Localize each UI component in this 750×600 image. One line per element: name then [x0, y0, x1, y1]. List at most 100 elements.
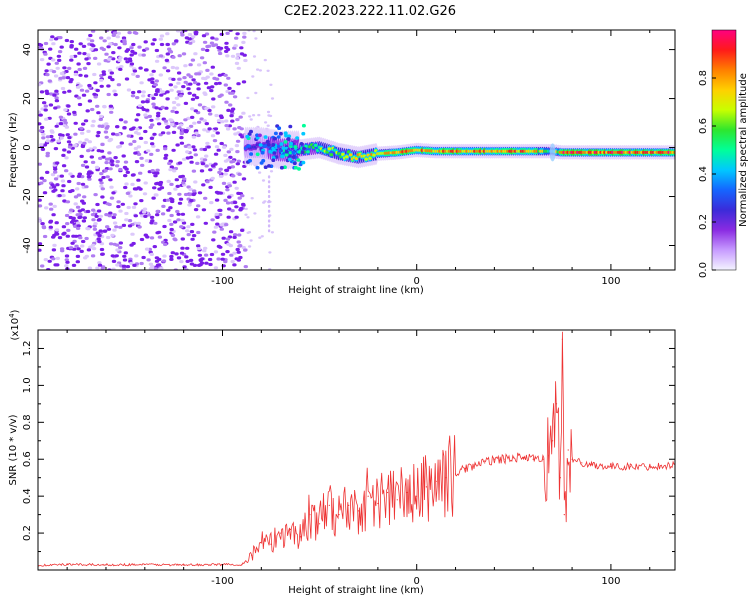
signal-blob — [291, 155, 296, 159]
signal-blob — [258, 143, 263, 147]
noise-speckle — [232, 127, 237, 131]
noise-speckle — [41, 136, 46, 140]
noise-speckle — [266, 124, 270, 127]
noise-speckle — [168, 50, 174, 54]
signal-blob — [279, 142, 284, 146]
noise-speckle — [42, 191, 48, 195]
snr-data-point — [561, 338, 564, 340]
snr-data-point — [367, 495, 369, 497]
noise-speckle — [174, 96, 180, 100]
noise-speckle — [76, 247, 81, 251]
noise-speckle — [225, 188, 230, 192]
noise-speckle — [120, 202, 126, 206]
noise-speckle — [230, 54, 236, 58]
noise-speckle — [224, 41, 229, 45]
noise-speckle — [105, 175, 110, 179]
noise-speckle — [216, 257, 221, 261]
noise-speckle — [93, 193, 98, 197]
noise-speckle — [69, 208, 74, 212]
snr-data-point — [571, 458, 573, 460]
noise-speckle — [191, 169, 197, 173]
noise-speckle — [66, 112, 72, 116]
signal-core — [288, 151, 293, 155]
noise-speckle — [99, 114, 104, 118]
noise-speckle — [138, 187, 143, 191]
noise-speckle — [43, 104, 48, 108]
noise-speckle — [168, 206, 173, 210]
noise-speckle — [231, 174, 236, 178]
noise-speckle — [89, 43, 95, 47]
noise-speckle — [188, 155, 194, 159]
noise-speckle — [104, 157, 110, 161]
noise-speckle — [77, 102, 83, 107]
noise-speckle — [228, 91, 233, 95]
noise-speckle — [149, 152, 154, 156]
noise-speckle — [141, 53, 146, 57]
noise-speckle — [80, 244, 85, 248]
noise-speckle — [169, 257, 174, 261]
noise-speckle — [86, 62, 91, 66]
noise-speckle — [68, 80, 73, 84]
noise-speckle — [67, 89, 72, 93]
noise-speckle — [54, 96, 59, 100]
noise-speckle — [260, 235, 264, 238]
noise-speckle — [207, 127, 212, 131]
noise-speckle — [45, 135, 51, 139]
noise-speckle — [203, 253, 209, 257]
noise-speckle — [74, 244, 79, 248]
noise-speckle — [60, 86, 66, 91]
noise-speckle — [45, 73, 50, 77]
noise-speckle — [144, 247, 150, 251]
noise-speckle — [202, 128, 207, 132]
noise-speckle — [238, 115, 243, 119]
noise-speckle — [66, 104, 71, 108]
noise-speckle — [163, 242, 168, 247]
noise-speckle — [174, 178, 179, 182]
noise-speckle — [89, 171, 94, 175]
noise-speckle — [226, 158, 231, 162]
noise-speckle — [61, 194, 66, 198]
noise-speckle — [225, 54, 230, 58]
noise-speckle — [38, 162, 42, 166]
noise-speckle — [201, 76, 206, 80]
noise-speckle — [65, 222, 70, 226]
noise-speckle — [197, 253, 203, 257]
noise-speckle — [205, 68, 210, 72]
noise-speckle — [258, 236, 262, 239]
noise-speckle — [58, 133, 63, 137]
noise-speckle — [146, 149, 151, 153]
noise-speckle — [165, 32, 170, 36]
noise-speckle — [214, 113, 219, 118]
noise-speckle — [130, 173, 136, 177]
noise-speckle — [132, 139, 137, 144]
noise-speckle — [176, 71, 182, 75]
noise-speckle — [75, 254, 81, 258]
noise-speckle — [196, 133, 201, 138]
noise-speckle — [185, 229, 190, 233]
noise-speckle — [41, 132, 46, 136]
noise-speckle — [160, 131, 166, 135]
noise-speckle — [97, 234, 102, 238]
noise-speckle — [38, 46, 43, 50]
noise-speckle — [61, 184, 66, 188]
noise-speckle — [169, 88, 174, 92]
noise-speckle — [248, 245, 252, 248]
noise-speckle — [111, 191, 116, 195]
noise-speckle — [79, 249, 84, 253]
noise-speckle — [199, 169, 205, 173]
noise-speckle — [193, 180, 198, 184]
noise-speckle — [66, 140, 72, 144]
noise-speckle — [150, 123, 155, 127]
signal-streak — [267, 199, 271, 203]
noise-speckle — [112, 31, 118, 35]
noise-speckle — [64, 264, 69, 268]
noise-speckle — [68, 246, 74, 250]
noise-speckle — [53, 37, 59, 41]
noise-speckle — [194, 96, 200, 100]
noise-speckle — [138, 66, 143, 70]
noise-speckle — [170, 251, 175, 255]
signal-blob — [265, 139, 270, 144]
colorbar-tick-label: 0.4 — [698, 166, 709, 182]
noise-speckle — [196, 204, 201, 208]
noise-speckle — [181, 157, 187, 161]
